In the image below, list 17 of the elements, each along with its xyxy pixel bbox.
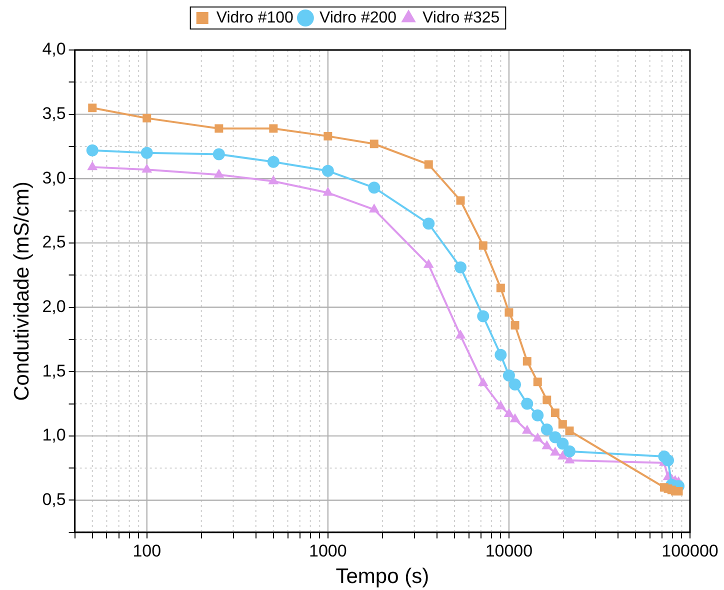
legend-label: Vidro #200 <box>319 9 397 26</box>
x-axis-title: Tempo (s) <box>336 565 430 588</box>
y-tick-label: 3,0 <box>42 168 66 188</box>
x-tick-label: 100000 <box>662 541 718 560</box>
y-tick-label: 1,0 <box>42 426 66 445</box>
x-tick-label: 100 <box>132 541 162 560</box>
y-tick-label: 1,5 <box>42 361 66 380</box>
y-tick-label: 0,5 <box>42 490 66 509</box>
x-tick-label: 1000 <box>309 541 347 560</box>
y-tick-label: 2,0 <box>42 296 66 316</box>
y-tick-label: 2,5 <box>42 232 66 252</box>
y-tick-label: 3,5 <box>42 104 66 124</box>
y-tick-label: 4,0 <box>42 40 66 59</box>
legend-label: Vidro #325 <box>422 9 500 26</box>
x-tick-label: 10000 <box>485 541 533 560</box>
y-axis-title: Condutividade (mS/cm) <box>10 181 34 401</box>
legend-label: Vidro #100 <box>216 9 294 26</box>
